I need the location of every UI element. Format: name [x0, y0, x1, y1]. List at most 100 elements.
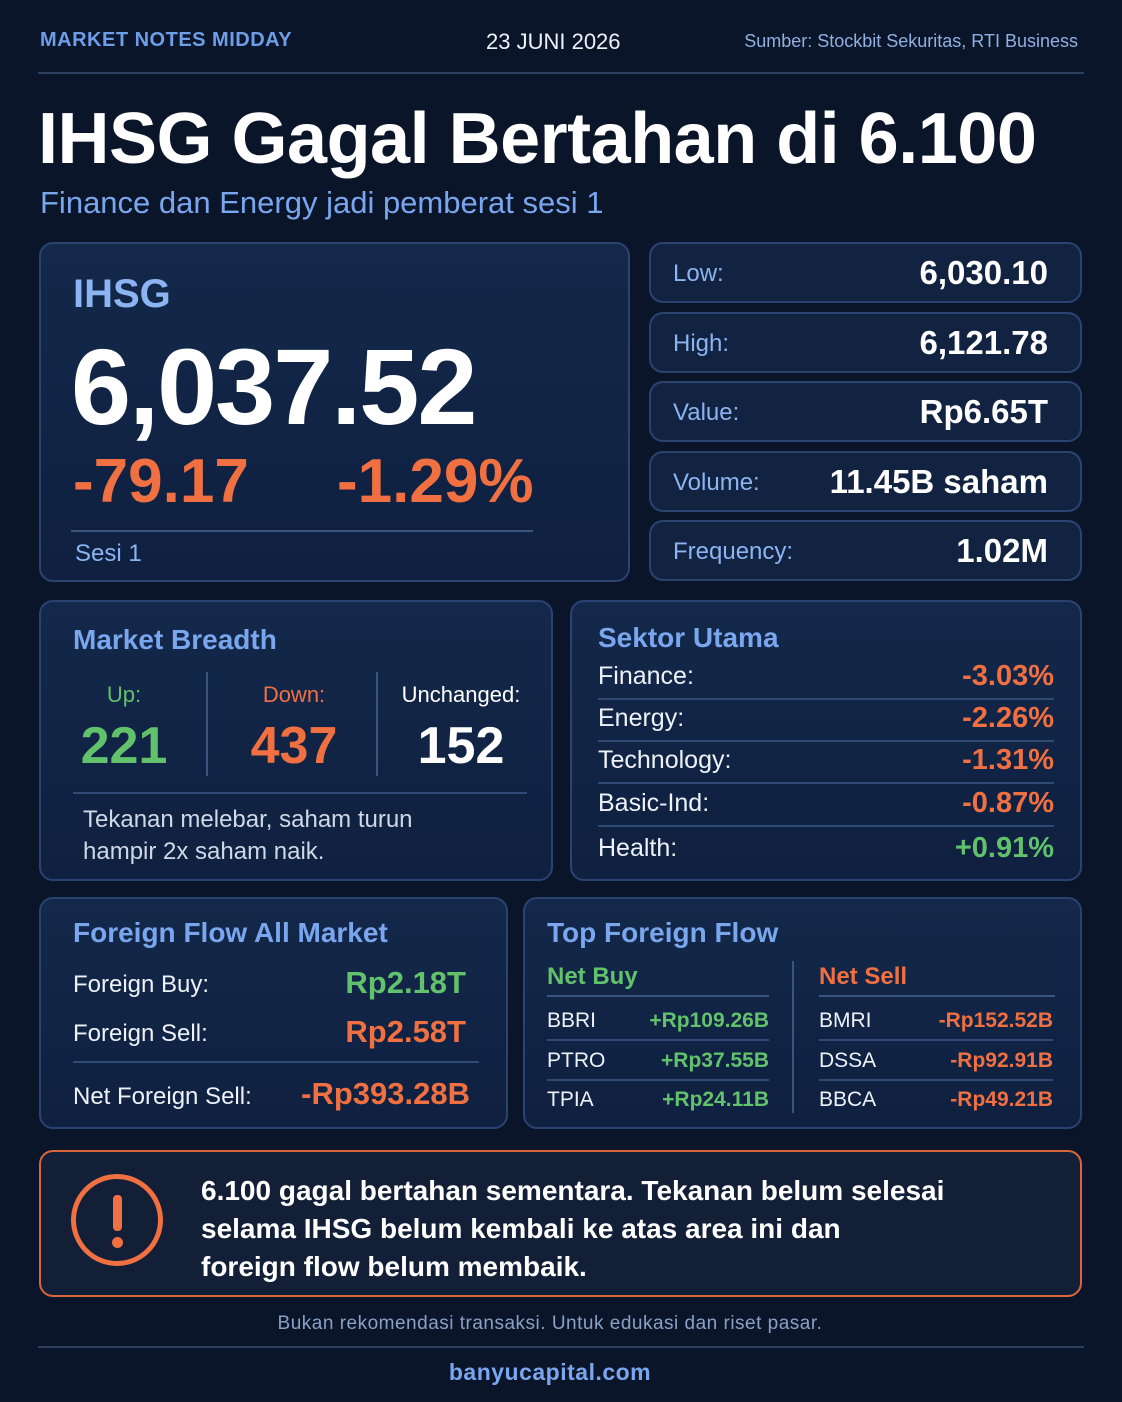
stock-code: TPIA	[547, 1088, 594, 1111]
breadth-note-line: Tekanan melebar, saham turun	[83, 806, 413, 833]
foreign-buy-value: Rp2.18T	[345, 965, 466, 1000]
top-foreign-title: Top Foreign Flow	[547, 917, 779, 948]
net-sell-row: BBCA -Rp49.21B	[819, 1082, 1053, 1120]
alert-line: 6.100 gagal bertahan sementara. Tekanan …	[201, 1175, 945, 1206]
sector-row-technology: Technology: -1.31%	[598, 742, 1054, 784]
net-buy-row: BBRI +Rp109.26B	[547, 1003, 769, 1041]
sector-label: Health:	[598, 834, 678, 862]
ihsg-session: Sesi 1	[75, 540, 142, 567]
stat-label: Volume:	[673, 469, 760, 496]
flow-amount: +Rp37.55B	[661, 1049, 769, 1072]
net-sell-header-line	[819, 995, 1055, 997]
foreign-flow-divider	[73, 1061, 479, 1063]
flow-amount: -Rp152.52B	[938, 1009, 1053, 1032]
breadth-hline	[73, 792, 527, 794]
sector-label: Energy:	[598, 704, 685, 732]
net-sell-row: BMRI -Rp152.52B	[819, 1003, 1053, 1041]
breadth-down-value: 437	[250, 717, 338, 775]
ihsg-change: -79.17	[73, 447, 249, 516]
breadth-title: Market Breadth	[73, 624, 277, 655]
breadth-divider	[376, 672, 378, 776]
sector-row-basic-ind: Basic-Ind: -0.87%	[598, 785, 1054, 827]
flow-amount: +Rp109.26B	[649, 1009, 769, 1032]
top-foreign-card: Top Foreign Flow Net Buy BBRI +Rp109.26B…	[523, 897, 1082, 1129]
flow-amount: -Rp92.91B	[950, 1049, 1053, 1072]
stat-value: 11.45B saham	[829, 463, 1048, 500]
row-divider	[819, 1039, 1053, 1041]
stock-code: BMRI	[819, 1009, 872, 1032]
sector-card: Sektor Utama Finance: -3.03% Energy: -2.…	[570, 600, 1082, 881]
foreign-sell-label: Foreign Sell:	[73, 1020, 208, 1047]
foreign-flow-title: Foreign Flow All Market	[73, 917, 388, 948]
foreign-flow-card: Foreign Flow All Market Foreign Buy: Rp2…	[39, 897, 508, 1129]
stat-value: 1.02M	[956, 532, 1048, 569]
sector-value: +0.91%	[954, 832, 1054, 864]
stat-card-high: High: 6,121.78	[649, 312, 1082, 373]
stat-label: Low:	[673, 260, 724, 287]
disclaimer: Bukan rekomendasi transaksi. Untuk eduka…	[277, 1313, 823, 1334]
breadth-unchanged-value: 152	[417, 717, 505, 775]
sector-label: Finance:	[598, 662, 694, 690]
ihsg-value: 6,037.52	[71, 326, 477, 447]
sector-value: -0.87%	[962, 787, 1054, 819]
flow-amount: -Rp49.21B	[950, 1088, 1053, 1111]
net-buy-header-line	[547, 995, 769, 997]
net-buy-row: TPIA +Rp24.11B	[547, 1082, 769, 1120]
stat-value: Rp6.65T	[919, 393, 1048, 430]
sector-label: Basic-Ind:	[598, 789, 710, 817]
stat-label: Value:	[673, 399, 740, 426]
stat-label: Frequency:	[673, 538, 794, 565]
sector-divider	[598, 698, 1054, 700]
sector-row-energy: Energy: -2.26%	[598, 700, 1054, 742]
stock-code: BBRI	[547, 1009, 597, 1032]
net-sell-row: DSSA -Rp92.91B	[819, 1043, 1053, 1081]
sector-divider	[598, 825, 1054, 827]
sector-value: -1.31%	[962, 744, 1054, 776]
sector-value: -2.26%	[962, 702, 1054, 734]
alert-line: foreign flow belum membaik.	[201, 1251, 587, 1282]
stock-code: PTRO	[547, 1049, 606, 1072]
top-foreign-divider	[792, 961, 794, 1113]
sector-row-finance: Finance: -3.03%	[598, 658, 1054, 700]
breadth-note: Tekanan melebar, saham turun hampir 2x s…	[83, 804, 413, 868]
flow-amount: +Rp24.11B	[662, 1088, 769, 1111]
stock-code: DSSA	[819, 1049, 877, 1072]
site-link[interactable]: banyucapital.com	[448, 1359, 652, 1385]
alert-box: 6.100 gagal bertahan sementara. Tekanan …	[39, 1150, 1082, 1297]
breadth-unchanged-label: Unchanged:	[401, 682, 521, 707]
row-divider	[547, 1039, 769, 1041]
breadth-up-label: Up:	[106, 682, 142, 707]
breadth-note-line: hampir 2x saham naik.	[83, 838, 325, 865]
net-sell-header: Net Sell	[819, 963, 908, 990]
breadth-up-value: 221	[80, 717, 168, 775]
stat-card-value: Value: Rp6.65T	[649, 381, 1082, 442]
stock-code: BBCA	[819, 1088, 877, 1111]
net-buy-header: Net Buy	[547, 963, 638, 990]
ihsg-change-pct: -1.29%	[337, 447, 534, 516]
stat-card-frequency: Frequency: 1.02M	[649, 520, 1082, 581]
ihsg-label: IHSG	[73, 272, 171, 316]
sector-title: Sektor Utama	[598, 622, 779, 653]
header-label: MARKET NOTES MIDDAY	[40, 29, 293, 51]
row-divider	[547, 1079, 769, 1081]
header-divider	[38, 72, 1084, 74]
breadth-divider	[206, 672, 208, 776]
header-source: Sumber: Stockbit Sekuritas, RTI Business	[744, 31, 1078, 51]
alert-line: selama IHSG belum kembali ke atas area i…	[201, 1213, 841, 1244]
row-divider	[819, 1079, 1053, 1081]
market-breadth-card: Market Breadth Up: 221 Down: 437 Unchang…	[39, 600, 553, 881]
sector-row-health: Health: +0.91%	[598, 830, 1054, 872]
stat-card-volume: Volume: 11.45B saham	[649, 451, 1082, 512]
sector-label: Technology:	[598, 746, 732, 774]
foreign-sell-value: Rp2.58T	[345, 1014, 466, 1049]
net-foreign-value: -Rp393.28B	[301, 1076, 470, 1111]
exclamation-icon	[71, 1174, 163, 1266]
page-title: IHSG Gagal Bertahan di 6.100	[38, 99, 1037, 179]
foreign-buy-label: Foreign Buy:	[73, 971, 210, 998]
net-foreign-label: Net Foreign Sell:	[73, 1083, 252, 1110]
footer-divider	[38, 1346, 1084, 1348]
alert-text: 6.100 gagal bertahan sementara. Tekanan …	[201, 1172, 1061, 1286]
stat-label: High:	[673, 330, 730, 357]
net-buy-row: PTRO +Rp37.55B	[547, 1043, 769, 1081]
stat-value: 6,030.10	[919, 254, 1048, 291]
